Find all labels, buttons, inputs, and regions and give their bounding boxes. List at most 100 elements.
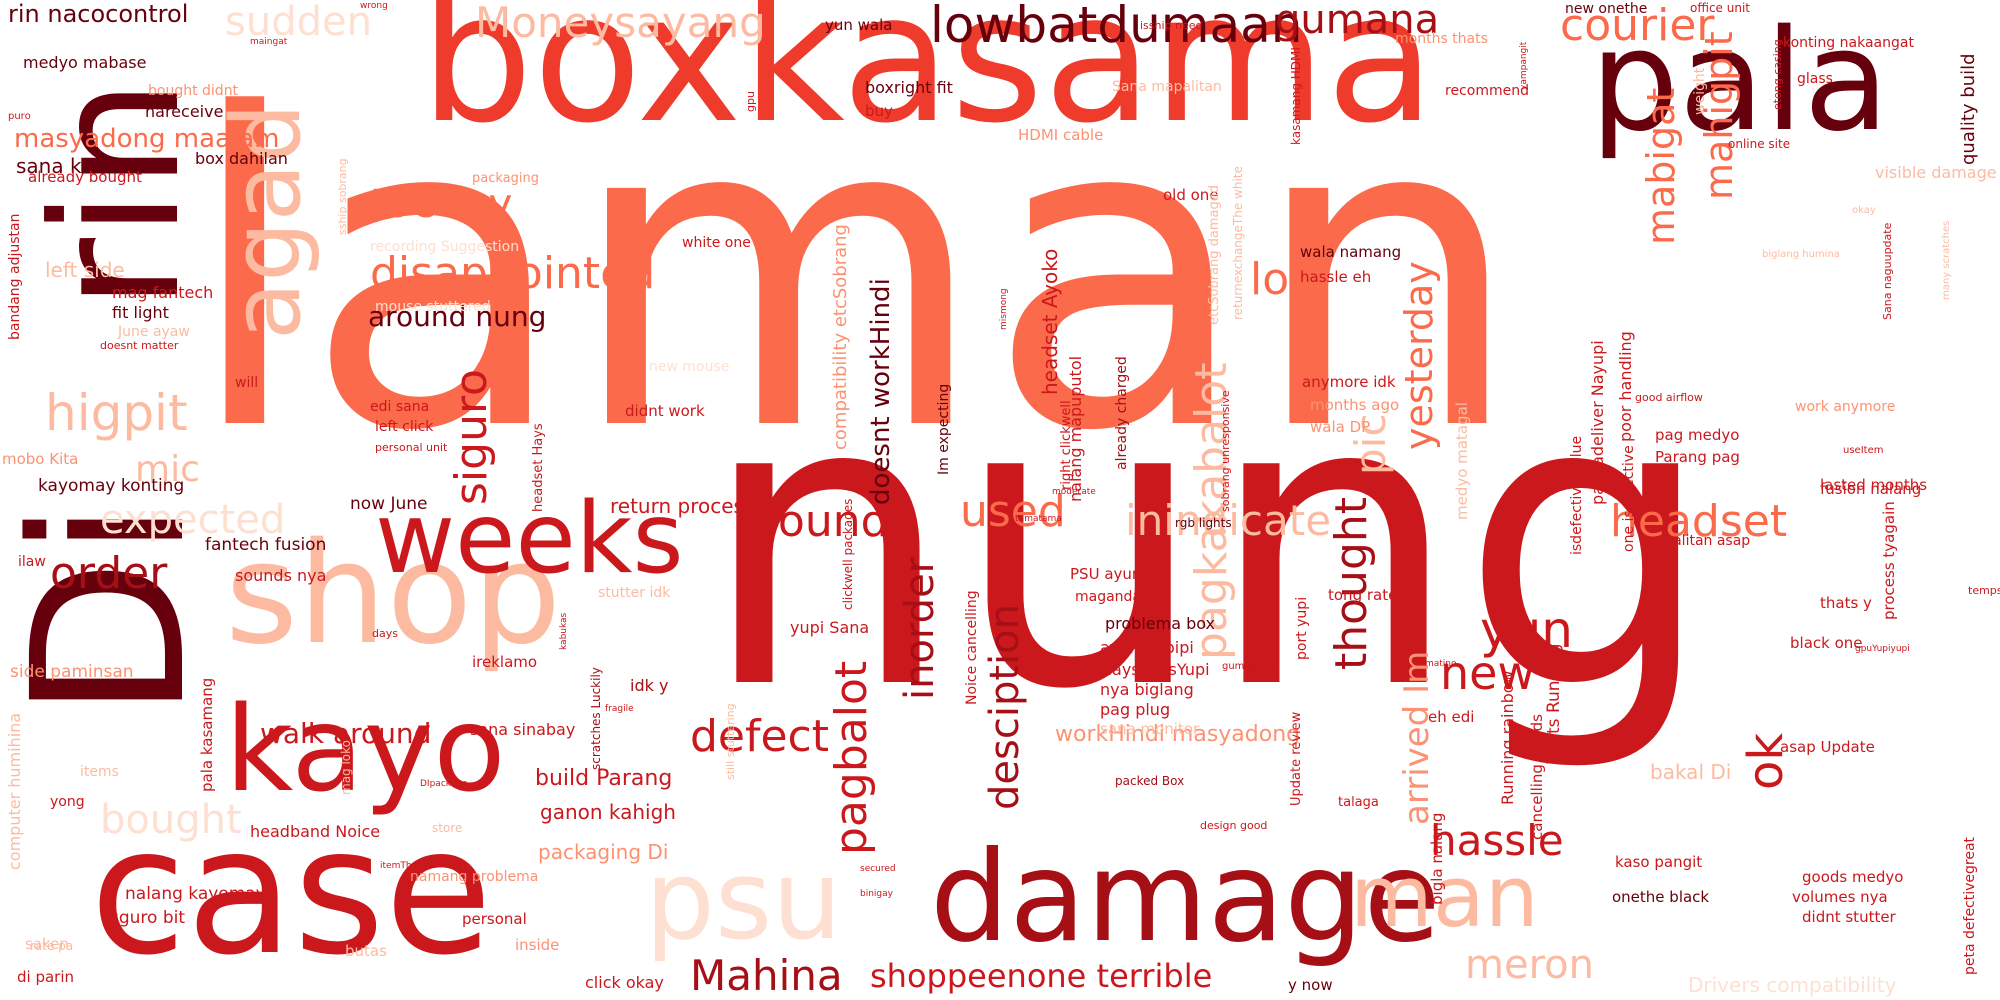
word: biglang humina xyxy=(1762,249,1840,260)
word: sudden xyxy=(225,0,372,45)
word: mobo Kita xyxy=(2,450,79,468)
word: namang problema xyxy=(410,869,539,885)
word: months ago xyxy=(1310,396,1400,414)
word: hassle xyxy=(1430,816,1564,865)
word: quality build xyxy=(1958,53,1979,165)
word: mouse stuttered xyxy=(375,299,491,315)
word: items xyxy=(80,764,119,780)
word: buy xyxy=(865,102,893,120)
word: sana sinabay xyxy=(470,720,576,739)
word: wala DP xyxy=(1310,418,1371,436)
word: wrong xyxy=(360,1,388,11)
word: DIpackage xyxy=(420,779,468,789)
word: talaga xyxy=(1338,795,1379,810)
word: didnt stutter xyxy=(1802,908,1896,926)
word: mic xyxy=(135,449,200,490)
word: June ayaw xyxy=(118,324,190,340)
word: isdefective Value xyxy=(1569,435,1585,555)
word: boxright fit xyxy=(865,78,953,97)
word: disappointed xyxy=(370,248,656,299)
word: PSU ayun xyxy=(1070,565,1142,583)
word: useItem xyxy=(1843,445,1884,456)
word: inindicate xyxy=(1125,496,1332,545)
word: new mouse xyxy=(649,359,730,375)
word: now June xyxy=(350,494,428,514)
word: doesnt matter xyxy=(100,339,179,352)
word: didnt work xyxy=(625,402,705,420)
word: mag fantech xyxy=(112,283,214,302)
word: store xyxy=(432,821,463,835)
word: ireklamo xyxy=(472,653,538,671)
word: HDMI cable xyxy=(1018,126,1104,144)
word: ilaw xyxy=(18,554,46,570)
word: scratches Luckily xyxy=(589,667,603,770)
word: fit light xyxy=(112,303,169,322)
word: pagkadeliver Nayupi xyxy=(1588,340,1607,505)
word: yupi Sana xyxy=(790,618,870,637)
word: nung xyxy=(700,312,1715,777)
word: Hays EkisYupi xyxy=(1100,660,1210,679)
word: headset xyxy=(1610,496,1788,547)
word: bandang adjustan xyxy=(7,213,23,340)
word: kabukas xyxy=(559,612,569,650)
word: sship sobrang xyxy=(336,158,349,235)
word: still stuttering xyxy=(724,703,737,780)
word: moderate xyxy=(1052,487,1096,497)
word: sound xyxy=(755,496,889,547)
word: pala kasamang xyxy=(198,677,216,792)
word: man xyxy=(1350,848,1539,947)
word: di parin xyxy=(17,968,75,986)
word: used xyxy=(960,486,1066,537)
word: fusion nalang xyxy=(1820,480,1922,498)
word: Running rainbow xyxy=(1498,670,1517,805)
word: nya biglang xyxy=(1100,680,1194,699)
word: isship need xyxy=(1140,19,1203,32)
word: port yupi xyxy=(1294,596,1310,660)
word: kayomay konting xyxy=(38,476,185,496)
word: compatibility etcSobrang xyxy=(830,224,851,450)
word: one isdefective xyxy=(1621,445,1637,552)
word: Parang pag xyxy=(1655,448,1740,466)
word: thats y xyxy=(1820,594,1872,612)
word: white one xyxy=(682,235,751,251)
word: temps xyxy=(1968,584,2000,597)
word: lowbatdumaan xyxy=(930,0,1303,54)
word: etong casing xyxy=(1771,39,1784,110)
word: visible damage xyxy=(1875,163,1997,182)
word: pagbalot xyxy=(826,660,877,855)
word: tong rate xyxy=(1328,586,1398,604)
word: arrived Im xyxy=(1397,650,1437,825)
word: boxkasama xyxy=(420,0,1436,162)
word: recommend xyxy=(1445,83,1529,99)
word: mag loko xyxy=(339,739,353,795)
word: sigurо xyxy=(446,369,497,505)
word: sguro bit xyxy=(110,908,186,928)
word: itemThe xyxy=(380,861,418,871)
word: anymore idk xyxy=(1302,373,1396,391)
word: problema box xyxy=(1105,614,1216,633)
word: good airflow xyxy=(1635,391,1703,404)
word: mahigpit xyxy=(1697,31,1741,200)
word: old one xyxy=(1163,186,1219,204)
word: okay xyxy=(1852,205,1876,216)
word: toOkay xyxy=(370,181,513,227)
word: Mahina xyxy=(690,951,843,1000)
word: nalang kayomay xyxy=(125,884,266,904)
word: asap Update xyxy=(1780,738,1875,756)
word: returnexchangeThe white xyxy=(1231,166,1245,320)
word: fragile xyxy=(605,704,634,714)
word: process tyagain xyxy=(1880,501,1898,620)
word: build Parang xyxy=(535,766,673,791)
word: order xyxy=(50,548,168,599)
word: mabigat xyxy=(1639,87,1683,245)
word: left side xyxy=(45,258,125,282)
word: pag plug xyxy=(1100,700,1171,719)
word: days xyxy=(372,627,398,640)
word: recording Suggestion xyxy=(370,239,520,255)
word: rin nacocontrol xyxy=(8,0,189,28)
word: packaging xyxy=(472,171,539,186)
word: cancelling goods xyxy=(1528,714,1546,840)
word: etcSobrang damaged xyxy=(1207,185,1222,325)
word: bought xyxy=(100,797,242,843)
word: stutter idk xyxy=(598,585,671,601)
